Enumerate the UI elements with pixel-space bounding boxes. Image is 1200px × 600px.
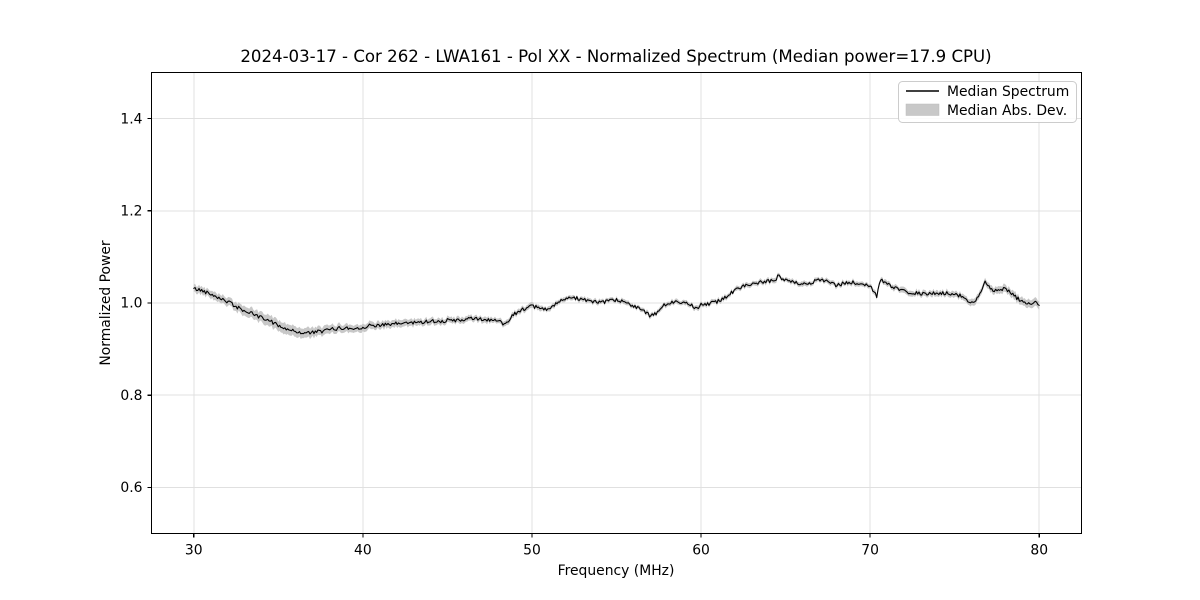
x-tick-label: 60 bbox=[692, 543, 710, 559]
legend-entry-median-abs-dev: Median Abs. Dev. bbox=[947, 103, 1067, 119]
chart-title: 2024-03-17 - Cor 262 - LWA161 - Pol XX -… bbox=[240, 47, 991, 66]
y-tick-label: 0.6 bbox=[120, 480, 142, 496]
median-spectrum-line bbox=[193, 274, 1040, 335]
y-tick-label: 1.2 bbox=[120, 204, 142, 220]
x-tick-label: 80 bbox=[1030, 543, 1048, 559]
legend-frame bbox=[898, 81, 1077, 123]
x-tick-label: 30 bbox=[185, 543, 203, 559]
x-tick-label: 70 bbox=[861, 543, 879, 559]
y-tick-label: 1.4 bbox=[120, 111, 142, 127]
y-axis-label: Normalized Power bbox=[98, 240, 114, 365]
y-tick-label: 1.0 bbox=[120, 296, 142, 312]
x-axis-label: Frequency (MHz) bbox=[558, 563, 675, 579]
x-tick-label: 40 bbox=[354, 543, 372, 559]
legend-patch-sample bbox=[905, 103, 940, 116]
legend-entry-median-spectrum: Median Spectrum bbox=[947, 84, 1069, 100]
legend: Median Spectrum Median Abs. Dev. bbox=[898, 81, 1077, 123]
y-axis-ticks: 0.6 0.8 1.0 1.2 1.4 bbox=[120, 111, 152, 496]
x-axis-ticks: 30 40 50 60 70 80 bbox=[185, 533, 1048, 559]
x-tick-label: 50 bbox=[523, 543, 541, 559]
y-tick-label: 0.8 bbox=[120, 388, 142, 404]
